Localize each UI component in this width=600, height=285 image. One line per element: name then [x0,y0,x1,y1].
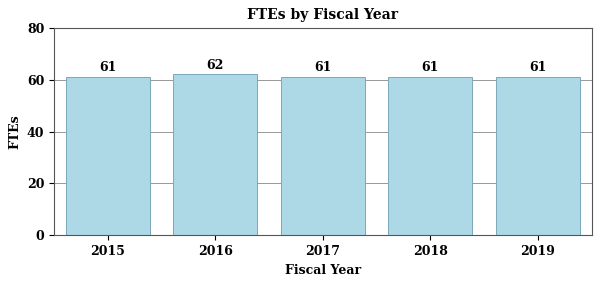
Bar [496,77,580,235]
Text: 61: 61 [314,61,332,74]
Title: FTEs by Fiscal Year: FTEs by Fiscal Year [247,8,398,22]
Text: 61: 61 [529,61,547,74]
Y-axis label: FTEs: FTEs [8,114,22,149]
Bar [388,77,472,235]
Bar [66,77,150,235]
Text: 62: 62 [206,59,224,72]
Text: 61: 61 [422,61,439,74]
Text: 61: 61 [99,61,116,74]
Bar [173,74,257,235]
Bar [281,77,365,235]
X-axis label: Fiscal Year: Fiscal Year [285,264,361,277]
